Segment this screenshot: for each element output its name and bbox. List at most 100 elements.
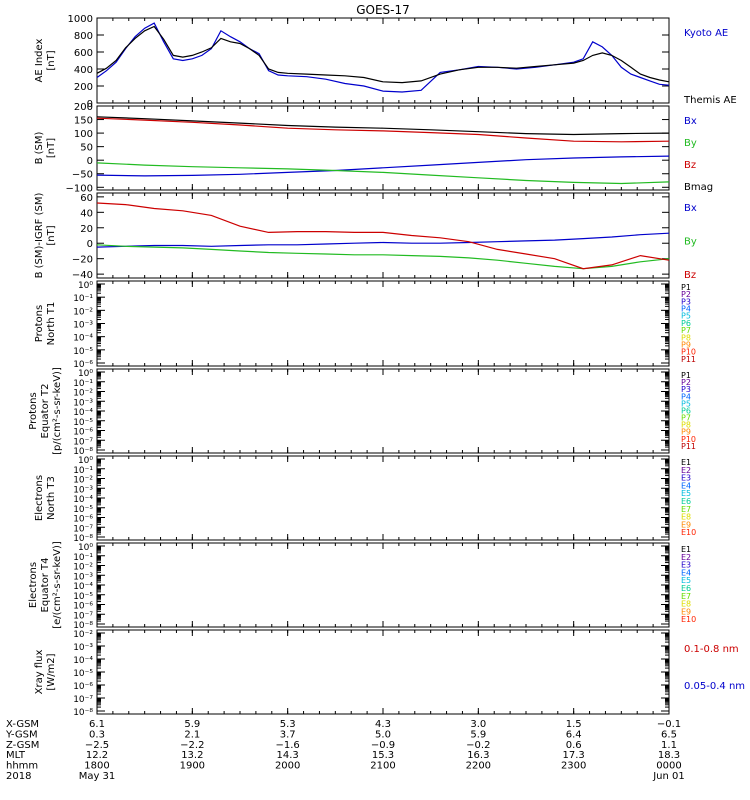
legend-by: By [684, 138, 697, 149]
legend-p5: P5 [681, 399, 691, 408]
figure-title: GOES-17 [356, 3, 410, 17]
x-axis-cell: 16.3 [467, 750, 489, 761]
legend-p7: P7 [681, 326, 691, 335]
y-tick-label: 10⁻³ [73, 321, 93, 331]
y-tick-label: 10⁻⁶ [73, 682, 93, 692]
legend-p8: P8 [681, 333, 691, 342]
y-tick-label: 10⁻⁷ [73, 524, 93, 534]
x-axis-cell: −0.1 [657, 719, 681, 730]
x-axis-cell: 0.3 [89, 729, 105, 740]
y-tick-label: 400 [74, 65, 93, 76]
panel-4: Protons North T1 10⁰ 10⁻¹ 10⁻² 10⁻³ 10⁻⁴ 10⁻⁵ 10… [34, 280, 696, 370]
legend-p10: P10 [681, 348, 696, 357]
legend-bx: Bx [684, 116, 697, 127]
series-line-bmag [96, 116, 670, 136]
x-axis-cell: 6.5 [661, 729, 677, 740]
legend-p3: P3 [681, 385, 691, 394]
legend-e5: E5 [681, 576, 691, 585]
x-axis-cell: 18.3 [658, 750, 680, 761]
y-tick-label: 600 [74, 48, 93, 59]
legend-e1: E1 [681, 545, 691, 554]
y-tick-label: −40 [72, 270, 93, 281]
legend-e4: E4 [681, 481, 691, 490]
panel-frame [96, 629, 670, 715]
legend-bz: Bz [684, 270, 696, 281]
x-axis-cell: 1.5 [566, 719, 582, 730]
y-axis-label: Equator T4 [40, 558, 51, 613]
legend-p4: P4 [681, 392, 691, 401]
y-tick-label: 200 [74, 102, 93, 113]
y-tick-label: 10⁰ [78, 543, 93, 553]
x-axis-row-label: X-GSM [6, 719, 39, 730]
panel-6: Electrons North T3 10⁰10⁻¹10⁻²10⁻³10⁻⁴10⁻⁵… [34, 455, 696, 544]
y-axis-label: [p/(cm²-s-sr-keV)] [52, 367, 63, 455]
y-tick-label: 10⁻⁵ [73, 669, 93, 679]
legend-p2: P2 [681, 378, 691, 387]
series-line-bz [96, 202, 670, 270]
y-tick-label: 20 [80, 224, 93, 235]
y-axis-label: Protons [28, 392, 39, 429]
y-tick-label: 10⁻⁴ [73, 656, 93, 666]
x-axis-cell: 13.2 [181, 750, 203, 761]
y-axis-label: Xray flux [34, 650, 45, 695]
y-tick-label: 10⁻⁶ [73, 602, 93, 612]
y-tick-label: 10⁰ [78, 456, 93, 466]
y-axis-label: [e/(cm²-s-sr-keV)] [52, 541, 63, 629]
x-axis-cell: −1.6 [276, 740, 300, 751]
x-axis-cell: 6.1 [89, 719, 105, 730]
x-axis-cell: −2.5 [85, 740, 109, 751]
y-tick-label: 10⁻⁶ [73, 360, 93, 370]
legend-e1: E1 [681, 458, 691, 467]
legend-e10: E10 [681, 528, 696, 537]
x-axis-cell: 3.0 [470, 719, 486, 730]
legend-themis-ae: Themis AE [683, 95, 737, 106]
y-tick-label: 0 [87, 156, 93, 167]
y-tick-label: 10⁻³ [73, 398, 93, 408]
panel-frame [96, 105, 670, 191]
legend-e7: E7 [681, 592, 691, 601]
y-tick-label: 10⁻¹ [73, 294, 93, 304]
y-tick-label: 1000 [68, 14, 93, 25]
legend-0-1-0-8-nm: 0.1-0.8 nm [684, 644, 739, 655]
legend-p11: P11 [681, 442, 696, 451]
legend-kyoto-ae: Kyoto AE [684, 28, 728, 39]
legend-e2: E2 [681, 466, 691, 475]
y-tick-label: 10⁻⁸ [73, 708, 93, 718]
y-tick-label: 60 [80, 193, 93, 204]
y-tick-label: 0 [87, 239, 93, 250]
x-axis-cell: −2.2 [180, 740, 204, 751]
x-axis-cell: 12.2 [86, 750, 108, 761]
legend-e7: E7 [681, 505, 691, 514]
legend-bx: Bx [684, 203, 697, 214]
x-axis-cell: 3.7 [280, 729, 296, 740]
y-tick-label: 10⁻³ [73, 643, 93, 653]
x-axis-cell: 2200 [466, 761, 491, 772]
y-tick-label: 10⁻⁴ [73, 495, 93, 505]
x-axis-row-label: MLT [6, 750, 26, 761]
y-tick-label: 10⁻³ [73, 572, 93, 582]
x-axis-cell: 14.3 [277, 750, 299, 761]
y-tick-label: −50 [72, 170, 93, 181]
panel-8: Xray flux [W/m2] 10⁻² 10⁻³ 10⁻⁴ 10⁻⁵ 10⁻⁶ 10⁻⁷ 1… [34, 629, 745, 718]
x-axis-cell: May 31 [79, 771, 116, 782]
x-axis-cell: 1800 [84, 761, 109, 772]
x-axis-row-label: 2018 [6, 771, 31, 782]
y-tick-label: 10⁰ [78, 369, 93, 379]
legend-p11: P11 [681, 355, 696, 364]
legend-p3: P3 [681, 297, 691, 306]
y-tick-label: 10⁻⁷ [73, 695, 93, 705]
y-tick-label: 10⁻² [73, 389, 93, 399]
x-axis-cell: 5.9 [184, 719, 200, 730]
x-axis-cell: −0.2 [466, 740, 490, 751]
y-tick-label: 40 [80, 208, 93, 219]
legend-e6: E6 [681, 584, 691, 593]
legend-p4: P4 [681, 305, 691, 314]
y-tick-label: 10⁻² [73, 476, 93, 486]
y-tick-label: 10⁰ [78, 281, 93, 291]
y-tick-label: 10⁻² [73, 630, 93, 640]
x-axis-cell: 5.3 [280, 719, 296, 730]
y-axis-label: [nT] [46, 225, 57, 245]
y-tick-label: 10⁻⁸ [73, 534, 93, 544]
x-axis-cell: −0.9 [371, 740, 395, 751]
y-tick-label: 200 [74, 82, 93, 93]
